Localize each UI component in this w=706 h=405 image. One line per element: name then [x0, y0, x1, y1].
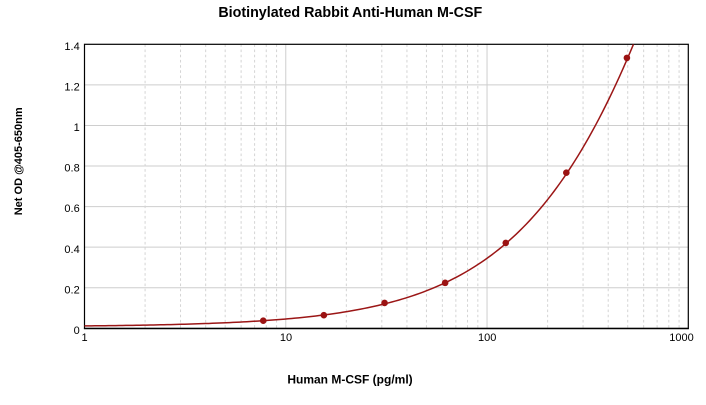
svg-text:0.2: 0.2 — [64, 284, 79, 296]
svg-text:1: 1 — [74, 122, 80, 134]
svg-text:1000: 1000 — [669, 332, 693, 344]
svg-text:1.2: 1.2 — [64, 81, 79, 93]
svg-text:1: 1 — [81, 332, 87, 344]
svg-text:10: 10 — [280, 332, 292, 344]
svg-text:0.6: 0.6 — [64, 203, 79, 215]
svg-text:Biotinylated Rabbit Anti-Human: Biotinylated Rabbit Anti-Human M-CSF — [218, 5, 482, 21]
svg-text:1.4: 1.4 — [64, 41, 79, 53]
svg-text:0: 0 — [74, 325, 80, 337]
svg-text:Net OD @405-650nm: Net OD @405-650nm — [13, 107, 25, 215]
svg-text:Human M-CSF (pg/ml): Human M-CSF (pg/ml) — [287, 373, 412, 387]
svg-text:0.8: 0.8 — [64, 163, 79, 175]
svg-text:0.4: 0.4 — [64, 244, 79, 256]
svg-text:100: 100 — [478, 332, 496, 344]
